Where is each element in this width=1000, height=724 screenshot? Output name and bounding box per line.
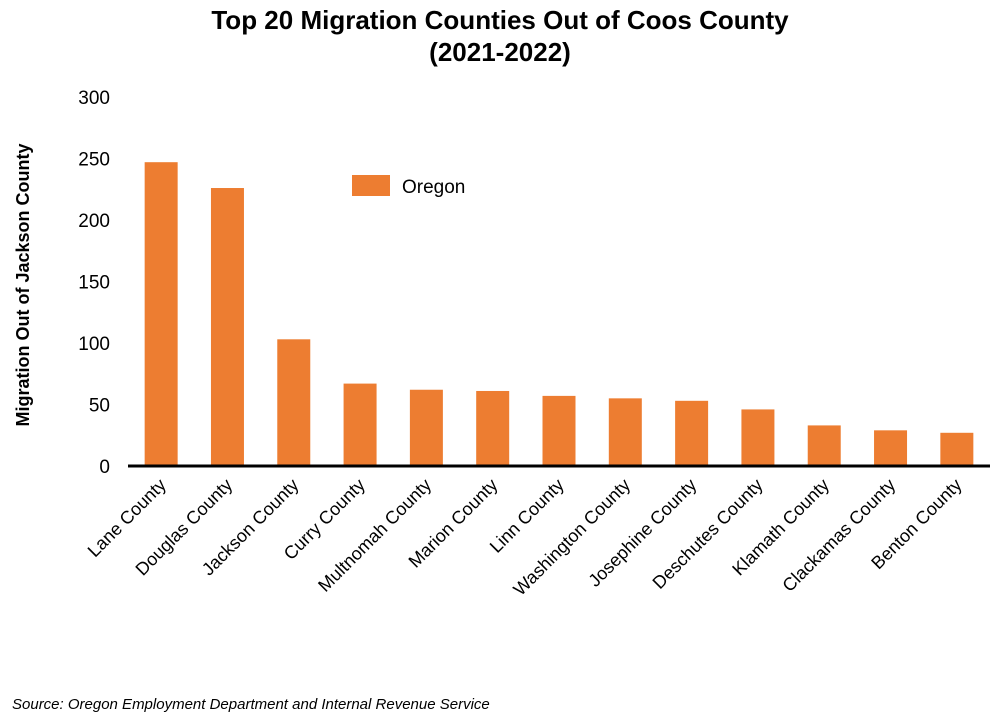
- y-tick-label: 150: [78, 273, 110, 294]
- bar: [807, 425, 841, 466]
- source-note: Source: Oregon Employment Department and…: [12, 696, 490, 713]
- legend-label: Oregon: [402, 177, 465, 198]
- bar: [210, 188, 244, 466]
- x-tick-label: Washington County: [509, 475, 634, 600]
- bar: [409, 389, 443, 466]
- bar: [343, 383, 377, 466]
- y-tick-label: 200: [78, 211, 110, 232]
- bar: [741, 409, 775, 466]
- bar: [277, 339, 311, 466]
- bar: [874, 430, 908, 466]
- bar: [608, 398, 642, 466]
- x-tick-label: Clackamas County: [778, 475, 899, 596]
- bar: [476, 390, 510, 466]
- legend-swatch: [352, 175, 390, 196]
- title-line: Top 20 Migration Counties Out of Coos Co…: [211, 5, 789, 35]
- bar: [542, 395, 576, 466]
- bar: [675, 400, 709, 466]
- x-tick-label: Deschutes County: [649, 475, 767, 593]
- y-axis-label: Migration Out of Jackson County: [13, 143, 33, 426]
- chart-title: Top 20 Migration Counties Out of Coos Co…: [0, 4, 1000, 68]
- subtitle-line: (2021-2022): [429, 37, 571, 67]
- bar: [940, 432, 974, 466]
- y-tick-label: 0: [99, 457, 110, 478]
- bar: [144, 162, 178, 466]
- y-tick-label: 100: [78, 334, 110, 355]
- y-tick-label: 50: [89, 396, 110, 417]
- y-tick-label: 250: [78, 150, 110, 171]
- x-tick-label: Multnomah County: [314, 475, 435, 596]
- y-tick-label: 300: [78, 88, 110, 109]
